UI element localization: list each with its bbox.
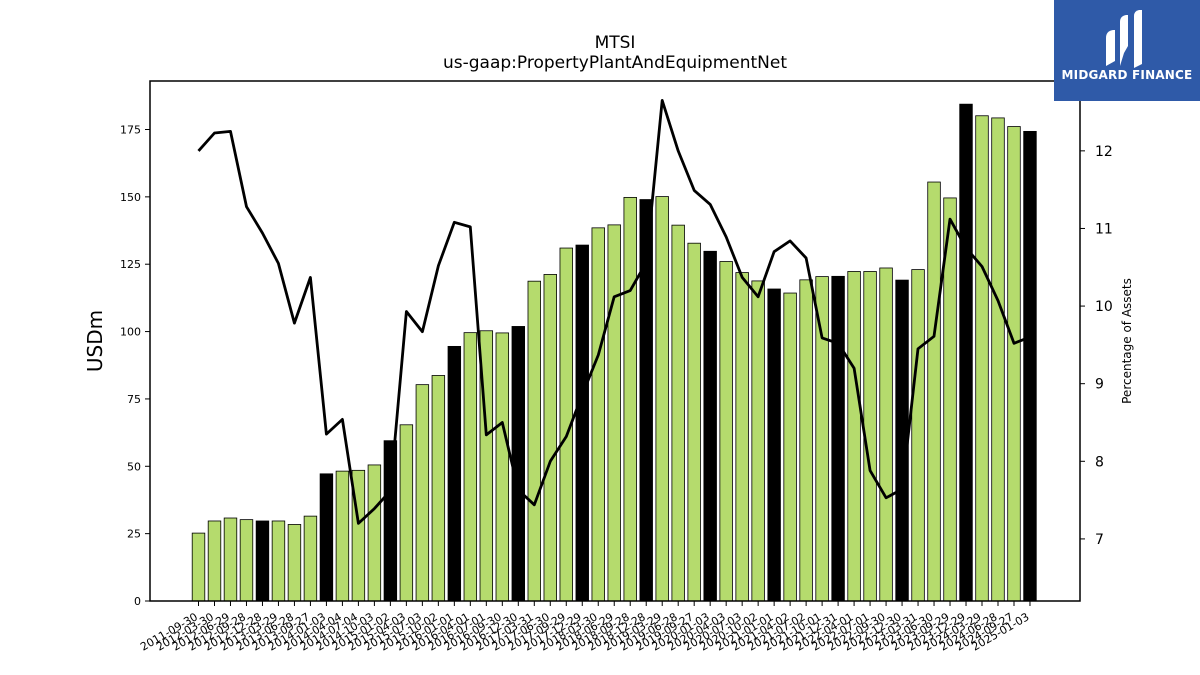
bar	[927, 181, 941, 602]
y2-tick-label: 9	[1095, 377, 1104, 393]
bar	[191, 532, 206, 602]
bar	[239, 519, 254, 602]
y-tick-label: 75	[127, 393, 141, 406]
y-tick-label: 100	[120, 326, 141, 339]
bar	[511, 326, 526, 602]
y-tick-label: 150	[120, 191, 141, 204]
bar	[975, 115, 989, 602]
bar	[911, 269, 925, 602]
bar	[447, 345, 462, 602]
bar	[1023, 130, 1037, 602]
bar	[527, 280, 541, 602]
logo-mark-icon	[1106, 10, 1142, 68]
y-tick-label: 175	[120, 123, 141, 136]
bar	[591, 227, 605, 602]
bar	[671, 224, 685, 602]
y2-axis-label: Percentage of Assets	[1120, 278, 1134, 404]
bar	[431, 375, 446, 602]
bar	[495, 332, 510, 602]
bar	[287, 524, 302, 602]
y-tick-label: 25	[127, 528, 141, 541]
bar	[223, 517, 238, 602]
bar	[255, 520, 270, 602]
bar	[623, 196, 637, 602]
bar	[991, 117, 1005, 602]
bar	[335, 470, 350, 602]
y-tick-label: 125	[120, 258, 141, 271]
bar	[415, 384, 430, 602]
bar	[319, 473, 334, 602]
y-tick-label: 0	[134, 595, 141, 608]
bar	[847, 271, 861, 602]
x-axis: 2011-09-302012-03-302012-06-292012-09-28…	[138, 601, 1031, 654]
bar	[655, 196, 669, 602]
bar	[735, 272, 749, 602]
bar	[271, 520, 286, 602]
bar	[399, 424, 414, 602]
bar	[783, 292, 797, 602]
bar	[815, 276, 829, 602]
bar	[607, 224, 621, 602]
bar	[831, 275, 845, 602]
bar	[799, 279, 813, 602]
logo-text: MIDGARD FINANCE	[1061, 68, 1193, 82]
bar	[1007, 126, 1021, 602]
y-tick-label: 50	[127, 460, 141, 473]
bar	[959, 103, 973, 602]
bar	[767, 288, 781, 602]
y2-tick-label: 10	[1095, 299, 1113, 315]
y2-tick-label: 8	[1095, 454, 1104, 470]
bar	[383, 440, 398, 602]
y2-tick-label: 12	[1095, 144, 1113, 160]
bar	[367, 464, 382, 602]
bar	[703, 250, 717, 602]
logo: MIDGARD FINANCE	[1054, 0, 1200, 101]
bar	[751, 280, 765, 602]
line-group	[197, 99, 1031, 525]
chart-title: MTSI	[595, 33, 636, 53]
bar	[575, 244, 589, 602]
y2-axis: 7 8 9 10 11 12	[1080, 144, 1113, 548]
percentage-line	[197, 99, 1031, 525]
bar	[687, 242, 701, 602]
bar	[303, 515, 318, 602]
y-axis: 0 25 50 75 100 125 150 175	[120, 123, 150, 608]
y2-tick-label: 7	[1095, 532, 1104, 548]
bar	[207, 520, 222, 602]
chart-subtitle: us-gaap:PropertyPlantAndEquipmentNet	[443, 53, 787, 73]
y-axis-label: USDm	[83, 310, 107, 372]
bar	[879, 267, 893, 602]
bar	[719, 261, 733, 602]
plot-frame	[149, 80, 1081, 602]
bar	[543, 274, 557, 602]
bar	[463, 332, 478, 602]
y2-tick-label: 11	[1095, 221, 1113, 237]
